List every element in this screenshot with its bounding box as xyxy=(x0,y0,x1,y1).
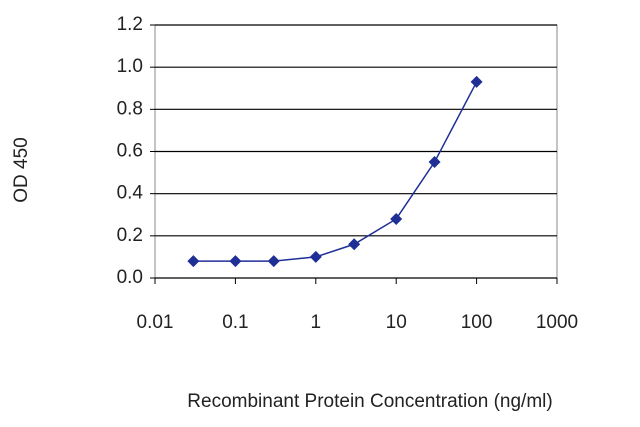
y-tick-label: 1.2 xyxy=(117,14,143,35)
data-point xyxy=(348,238,361,251)
x-tick-label: 0.01 xyxy=(137,312,174,333)
x-tick-label: 10 xyxy=(386,312,407,333)
data-point xyxy=(267,255,280,268)
y-tick-label: 0.0 xyxy=(117,267,143,288)
y-tick-label: 0.2 xyxy=(117,225,143,246)
y-axis-label: OD 450 xyxy=(11,137,32,202)
data-point xyxy=(390,212,403,225)
y-tick-label: 0.6 xyxy=(117,141,143,162)
x-tick-label: 1 xyxy=(311,312,322,333)
data-point xyxy=(470,75,483,88)
data-point xyxy=(229,255,242,268)
data-point xyxy=(309,250,322,263)
data-point xyxy=(187,255,200,268)
y-tick-label: 1.0 xyxy=(117,56,143,77)
x-tick-label: 0.1 xyxy=(222,312,248,333)
y-tick-label: 0.4 xyxy=(117,183,144,204)
x-axis-label: Recombinant Protein Concentration (ng/ml… xyxy=(187,391,552,412)
x-tick-label: 100 xyxy=(461,312,493,333)
y-tick-label: 0.8 xyxy=(117,98,143,119)
data-point xyxy=(428,156,441,169)
data-line xyxy=(193,81,478,262)
x-tick-label: 1000 xyxy=(536,312,578,333)
